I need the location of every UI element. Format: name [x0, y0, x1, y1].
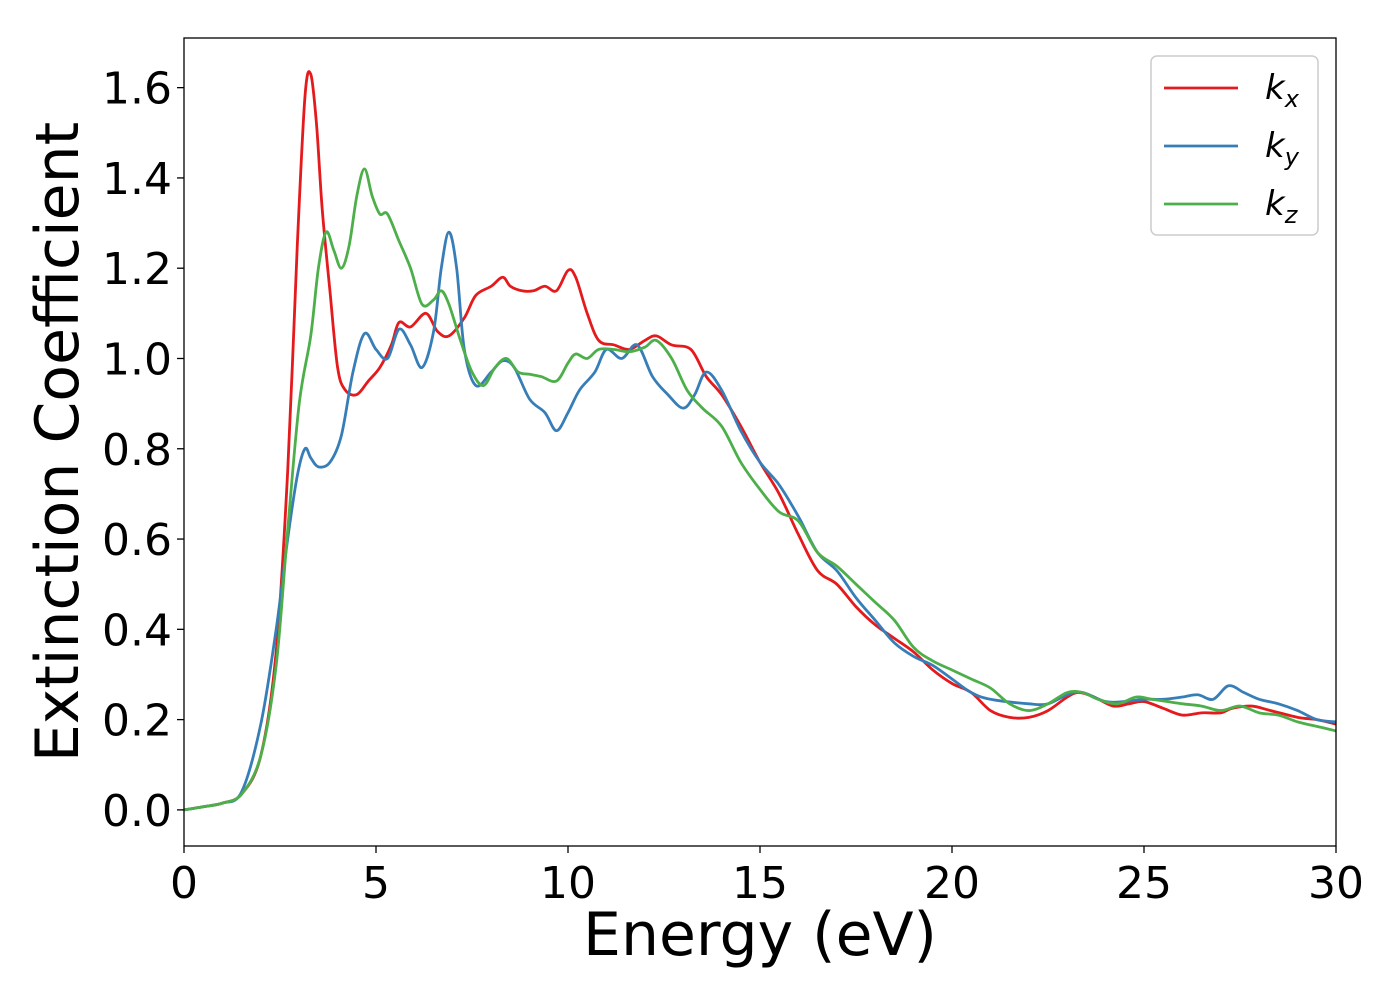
y-tick-label: 1.6	[102, 64, 172, 115]
x-axis-title: Energy (eV)	[583, 900, 937, 970]
x-tick-label: 15	[732, 858, 788, 909]
y-tick-label: 0.6	[102, 515, 172, 566]
x-tick-label: 0	[170, 858, 198, 909]
x-tick-label: 30	[1308, 858, 1364, 909]
y-axis-title: Extinction Coefficient	[23, 122, 93, 762]
legend-label-x: kx	[1265, 68, 1300, 113]
series-layer	[184, 70, 1336, 812]
series-line-z	[184, 167, 1336, 812]
legend-label-z: kz	[1265, 184, 1299, 229]
x-axis-ticks: 0 5 10 15 20 25 30	[170, 846, 1364, 909]
y-tick-label: 0.4	[102, 605, 172, 656]
x-tick-label: 25	[1116, 858, 1172, 909]
x-tick-label: 20	[924, 858, 980, 909]
y-axis-ticks: 0.0 0.2 0.4 0.6 0.8 1.0 1.2 1.4 1.6	[102, 64, 184, 837]
y-tick-label: 1.0	[102, 334, 172, 385]
x-tick-label: 10	[540, 858, 596, 909]
y-tick-label: 1.4	[102, 154, 172, 205]
y-tick-label: 0.8	[102, 425, 172, 476]
legend-label-y: ky	[1265, 126, 1300, 171]
x-tick-label: 5	[362, 858, 390, 909]
y-tick-label: 0.0	[102, 786, 172, 837]
y-tick-label: 1.2	[102, 244, 172, 295]
legend: kx ky kz	[1150, 55, 1319, 236]
y-tick-label: 0.2	[102, 696, 172, 747]
